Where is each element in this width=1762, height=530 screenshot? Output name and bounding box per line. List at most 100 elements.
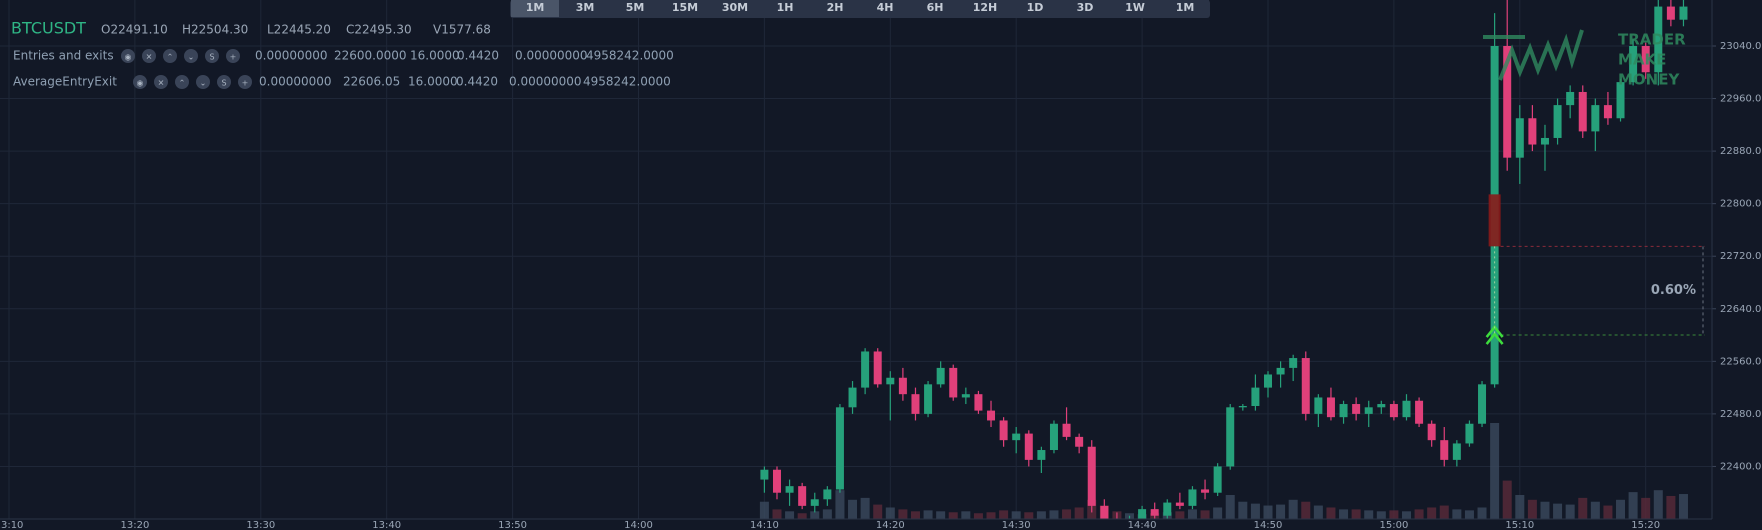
volume-bar	[1628, 492, 1638, 519]
volume-bar	[1339, 509, 1349, 519]
candle-body	[1138, 509, 1147, 519]
timeframe-button[interactable]	[1011, 0, 1059, 17]
candle-body	[835, 407, 844, 490]
timeframe-label[interactable]: 5M	[626, 1, 645, 14]
indicator-button[interactable]	[175, 75, 189, 89]
percent-label: 0.60%	[1651, 283, 1696, 298]
indicator-icon[interactable]: ⌄	[188, 53, 195, 62]
indicator-icon[interactable]: ◉	[137, 79, 144, 88]
volume-bar	[1288, 499, 1298, 519]
candle-body	[1528, 118, 1537, 145]
volume-bar	[1427, 507, 1437, 519]
indicator-icon[interactable]: S	[209, 53, 214, 62]
timeframe-label[interactable]: 3M	[576, 1, 595, 14]
timeframe-label[interactable]: 1H	[777, 1, 794, 14]
indicator-button[interactable]	[142, 49, 156, 63]
candle-body	[798, 486, 807, 506]
indicator-button[interactable]	[154, 75, 168, 89]
indicator-button[interactable]	[217, 75, 231, 89]
candle-body	[1641, 45, 1650, 73]
indicator-button[interactable]	[121, 49, 135, 63]
timeframe-label[interactable]: 1D	[1027, 1, 1044, 14]
timeframe-label[interactable]: 1M	[526, 1, 545, 14]
indicator-value: 22600.0000	[334, 49, 407, 63]
timeframe-button[interactable]	[811, 0, 859, 17]
volume-bar	[1401, 511, 1411, 519]
candle-body	[949, 367, 958, 398]
candle-body	[1553, 105, 1562, 138]
volume-bar	[1490, 423, 1500, 519]
candle-body	[823, 489, 832, 500]
indicator-icon[interactable]: +	[242, 79, 249, 88]
timeframe-button[interactable]	[511, 0, 559, 17]
timeframe-label[interactable]: 12H	[973, 1, 998, 14]
timeframe-button[interactable]	[1161, 0, 1209, 17]
x-tick-label: 14:30	[1002, 520, 1031, 530]
timeframe-button[interactable]	[1061, 0, 1109, 17]
indicator-icon[interactable]: ✕	[146, 53, 153, 62]
timeframe-button[interactable]	[661, 0, 709, 17]
timeframe-label[interactable]: 3D	[1077, 1, 1094, 14]
volume-bar	[1502, 480, 1512, 519]
timeframe-label[interactable]: 15M	[672, 1, 698, 14]
volume-bar	[1313, 505, 1323, 519]
candle-body	[1289, 358, 1298, 368]
candle-body	[1616, 82, 1625, 119]
timeframe-button[interactable]	[561, 0, 609, 17]
volume-bar	[1301, 501, 1311, 519]
timeframe-label[interactable]: 2H	[827, 1, 844, 14]
indicator-icon[interactable]: ◉	[125, 53, 132, 62]
candle-body	[1075, 436, 1084, 447]
candle-body	[1377, 404, 1386, 408]
timeframe-button[interactable]	[711, 0, 759, 17]
timeframe-button[interactable]	[611, 0, 659, 17]
indicator-icon[interactable]: ⌃	[167, 53, 174, 62]
volume-bar	[1666, 495, 1676, 519]
indicator-icon[interactable]: ⌄	[200, 79, 207, 88]
timeframe-label[interactable]: 6H	[927, 1, 944, 14]
indicator-value: 4958242.0000	[586, 49, 674, 63]
timeframe-label[interactable]: 30M	[722, 1, 748, 14]
indicator-icon[interactable]: S	[221, 79, 226, 88]
indicator-button[interactable]	[184, 49, 198, 63]
indicator-button[interactable]	[133, 75, 147, 89]
timeframe-label[interactable]: 4H	[877, 1, 894, 14]
indicator-button[interactable]	[163, 49, 177, 63]
y-tick-label: 22800.0	[1720, 199, 1761, 210]
volume-bar	[948, 512, 958, 519]
ohlcv-value: O22491.10	[101, 23, 168, 37]
indicator-button[interactable]	[238, 75, 252, 89]
candle-body	[1364, 407, 1373, 414]
indicator-icon[interactable]: +	[230, 53, 237, 62]
indicator-name: Entries and exits	[13, 49, 114, 63]
candle-body	[886, 377, 895, 385]
candle-body	[1314, 397, 1323, 414]
timeframe-label[interactable]: 1M	[1176, 1, 1195, 14]
candle-body	[1415, 400, 1424, 424]
timeframe-label[interactable]: 1W	[1125, 1, 1145, 14]
timeframe-button[interactable]	[911, 0, 959, 17]
candle-body	[987, 410, 996, 421]
timeframe-button[interactable]	[761, 0, 809, 17]
volume-bar	[1225, 495, 1235, 519]
timeframe-button[interactable]	[861, 0, 909, 17]
volume-bar	[1678, 494, 1688, 519]
candle-body	[1087, 446, 1096, 506]
volume-bar	[1062, 509, 1072, 519]
indicator-icon[interactable]: ✕	[158, 79, 165, 88]
x-tick-label: 14:00	[624, 520, 653, 530]
candle-body	[1427, 423, 1436, 441]
volume-bar	[1024, 512, 1034, 519]
volume-bar	[999, 510, 1009, 519]
candle-body	[1188, 489, 1197, 506]
volume-bar	[1603, 505, 1613, 519]
timeframe-button[interactable]	[1111, 0, 1159, 17]
indicator-button[interactable]	[205, 49, 219, 63]
indicator-button[interactable]	[196, 75, 210, 89]
volume-bar	[1364, 510, 1374, 519]
indicator-button[interactable]	[226, 49, 240, 63]
indicator-icon[interactable]: ⌃	[179, 79, 186, 88]
volume-bar	[1036, 511, 1046, 519]
timeframe-button[interactable]	[961, 0, 1009, 17]
volume-bar	[1515, 495, 1525, 519]
